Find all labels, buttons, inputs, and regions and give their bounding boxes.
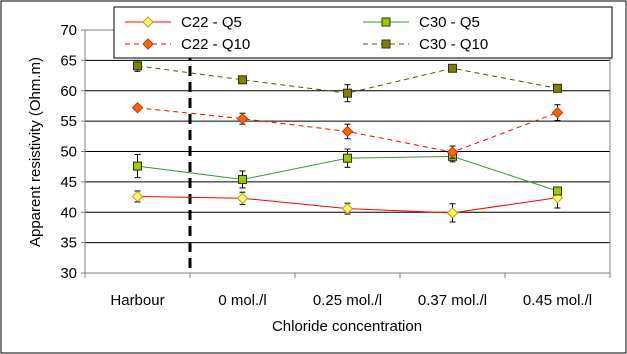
series <box>133 59 562 103</box>
x-tick-label: 0.37 mol./l <box>418 292 487 309</box>
data-point <box>131 190 144 203</box>
x-tick-labels: Harbour 0 mol./l 0.25 mol./l 0.37 mol./l 0.4… <box>110 292 592 309</box>
data-point <box>553 186 562 196</box>
data-point <box>553 83 562 93</box>
data-point <box>381 17 391 27</box>
data-point <box>448 63 457 73</box>
data-point <box>238 174 247 184</box>
legend-item: C22 - Q10 <box>125 36 250 53</box>
x-tick-label: 0.45 mol./l <box>523 292 592 309</box>
y-tick-label: 50 <box>60 144 77 161</box>
data-point <box>446 146 459 158</box>
x-tick-label: Harbour <box>110 292 164 309</box>
data-point <box>131 102 144 114</box>
legend-item: C30 - Q10 <box>363 36 488 53</box>
x-tick-label: 0 mol./l <box>218 292 266 309</box>
y-tick-label: 60 <box>60 83 77 100</box>
data-point <box>343 88 352 98</box>
data-point <box>341 125 354 138</box>
data-point <box>133 161 142 171</box>
data-point <box>343 153 352 163</box>
data-point <box>341 202 354 215</box>
legend: C22 - Q5 C30 - Q5 C22 - Q10 C30 - Q10 <box>113 6 613 59</box>
data-point <box>551 106 564 119</box>
data-point <box>142 38 154 50</box>
y-tick-label: 65 <box>60 52 77 69</box>
y-tick-label: 35 <box>60 235 77 252</box>
series <box>131 102 564 159</box>
y-tick-labels: 30 35 40 45 50 55 60 65 70 <box>60 22 77 282</box>
legend-item: C22 - Q5 <box>125 14 242 31</box>
legend-label: C30 - Q5 <box>419 14 480 31</box>
series <box>131 186 564 223</box>
data-point <box>381 39 391 49</box>
data-point <box>446 207 459 219</box>
legend-box <box>113 6 613 59</box>
data-point <box>238 75 247 85</box>
data-point <box>142 16 154 28</box>
legend-label: C30 - Q10 <box>419 36 488 53</box>
y-tick-label: 30 <box>60 265 77 282</box>
series-layer <box>131 59 564 223</box>
y-tick-label: 70 <box>60 22 77 39</box>
y-tick-label: 55 <box>60 113 77 130</box>
legend-label: C22 - Q10 <box>181 36 250 53</box>
legend-item: C30 - Q5 <box>363 14 480 31</box>
x-axis-title: Chloride concentration <box>272 318 422 335</box>
x-tick-label: 0.25 mol./l <box>313 292 382 309</box>
data-point <box>236 192 249 204</box>
y-axis-title: Apparent resistivity (Ohm.m) <box>27 57 44 247</box>
y-tick-label: 45 <box>60 174 77 191</box>
legend-label: C22 - Q5 <box>181 14 242 31</box>
grid-layer <box>81 29 611 278</box>
data-point <box>133 61 142 71</box>
data-point <box>236 112 249 125</box>
y-tick-label: 40 <box>60 204 77 221</box>
